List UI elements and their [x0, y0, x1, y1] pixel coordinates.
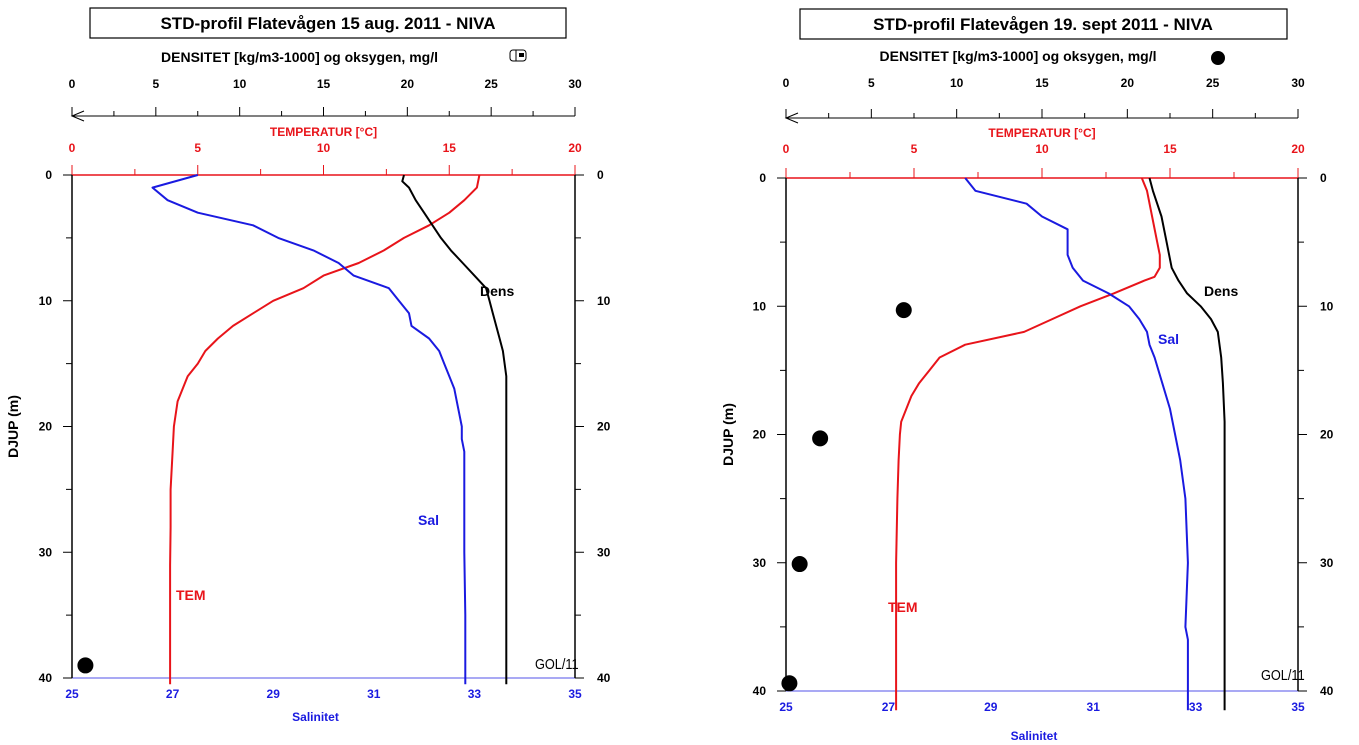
- depth-tick-label-right: 10: [597, 294, 611, 308]
- series-label-sal: Sal: [418, 512, 439, 528]
- density-tick-label: 20: [401, 77, 415, 91]
- density-tick-label: 10: [233, 77, 247, 91]
- mailbox-flag: [519, 53, 524, 57]
- temperature-tick-label: 0: [783, 142, 790, 156]
- temperature-tick-label: 10: [317, 141, 331, 155]
- density-tick-label: 20: [1121, 76, 1135, 90]
- depth-tick-label-left: 30: [753, 556, 767, 570]
- density-line: [1148, 177, 1226, 711]
- title-box: [89, 7, 567, 39]
- temperature-tick-label: 15: [1163, 142, 1177, 156]
- series-label-tem: TEM: [176, 587, 206, 603]
- credit-label: GOL/11: [1261, 666, 1305, 683]
- depth-tick-label-right: 10: [1320, 299, 1334, 313]
- salinity-tick-label: 31: [367, 687, 381, 701]
- density-tick-label: 0: [783, 76, 790, 90]
- depth-tick-label-left: 20: [753, 428, 767, 442]
- credit-label: GOL/11: [535, 655, 579, 672]
- temperature-tick-label: 0: [69, 141, 76, 155]
- oxygen-point: [895, 302, 912, 319]
- density-tick-label: 30: [568, 77, 582, 91]
- depth-tick-label-left: 40: [753, 684, 767, 698]
- density-tick-label: 10: [950, 76, 964, 90]
- depth-tick-label-left: 0: [759, 171, 766, 185]
- depth-tick-label-right: 20: [597, 420, 611, 434]
- salinity-axis-title: Salinitet: [292, 710, 339, 724]
- density-line: [401, 174, 508, 685]
- title-box: [799, 8, 1288, 40]
- chart-panel-2: STD-profil Flatevågen 19. sept 2011 - NI…: [720, 8, 1334, 743]
- salinity-tick-label: 27: [166, 687, 180, 701]
- density-tick-label: 15: [317, 77, 331, 91]
- salinity-tick-label: 29: [984, 700, 998, 714]
- depth-tick-label-right: 40: [1320, 684, 1334, 698]
- temperature-line: [169, 174, 481, 685]
- temperature-tick-label: 5: [911, 142, 918, 156]
- density-tick-label: 25: [484, 77, 498, 91]
- salinity-tick-label: 29: [267, 687, 281, 701]
- density-tick-label: 25: [1206, 76, 1220, 90]
- temperature-tick-label: 15: [443, 141, 457, 155]
- depth-axis-title: DJUP (m): [5, 395, 21, 458]
- oxygen-point: [781, 675, 798, 692]
- series-label-sal: Sal: [1158, 331, 1179, 347]
- temperature-tick-label: 10: [1035, 142, 1049, 156]
- series-label-dens: Dens: [480, 283, 514, 299]
- salinity-line: [964, 177, 1189, 711]
- salinity-tick-label: 25: [779, 700, 793, 714]
- series-label-dens: Dens: [1204, 283, 1238, 299]
- salinity-tick-label: 31: [1087, 700, 1101, 714]
- chart-title: STD-profil Flatevågen 19. sept 2011 - NI…: [873, 15, 1213, 34]
- temperature-line: [895, 177, 1161, 711]
- salinity-tick-label: 27: [882, 700, 896, 714]
- depth-tick-label-left: 20: [39, 420, 53, 434]
- density-tick-label: 30: [1291, 76, 1305, 90]
- depth-tick-label-right: 0: [597, 168, 604, 182]
- oxygen-point: [791, 556, 808, 573]
- oxygen-point: [812, 430, 829, 447]
- mailbox-icon: [509, 49, 527, 62]
- salinity-tick-label: 33: [1189, 700, 1203, 714]
- temperature-axis-title: TEMPERATUR [°C]: [988, 126, 1095, 140]
- salinity-line: [151, 174, 467, 685]
- salinity-axis-title: Salinitet: [1011, 729, 1058, 743]
- chart-title: STD-profil Flatevågen 15 aug. 2011 - NIV…: [160, 14, 495, 33]
- salinity-tick-label: 35: [568, 687, 582, 701]
- temperature-axis-title: TEMPERATUR [°C]: [270, 125, 377, 139]
- salinity-tick-label: 33: [468, 687, 482, 701]
- density-tick-label: 15: [1035, 76, 1049, 90]
- depth-tick-label-left: 10: [753, 299, 767, 313]
- depth-tick-label-right: 30: [1320, 556, 1334, 570]
- depth-tick-label-right: 20: [1320, 428, 1334, 442]
- oxygen-point: [77, 657, 94, 674]
- depth-tick-label-left: 40: [39, 671, 53, 685]
- depth-tick-label-left: 30: [39, 545, 53, 559]
- density-axis-title: DENSITET [kg/m3-1000] og oksygen, mg/l: [880, 48, 1157, 64]
- depth-tick-label-right: 30: [597, 545, 611, 559]
- depth-tick-label-right: 40: [597, 671, 611, 685]
- filled-circle-icon: [1211, 51, 1225, 65]
- density-tick-label: 0: [69, 77, 76, 91]
- depth-axis-title: DJUP (m): [720, 403, 736, 466]
- temperature-tick-label: 20: [568, 141, 582, 155]
- mailbox-body: [509, 49, 527, 62]
- temperature-tick-label: 5: [194, 141, 201, 155]
- density-tick-label: 5: [152, 77, 159, 91]
- density-axis-title: DENSITET [kg/m3-1000] og oksygen, mg/l: [161, 49, 438, 65]
- density-tick-label: 5: [868, 76, 875, 90]
- series-label-tem: TEM: [888, 599, 918, 615]
- depth-tick-label-left: 10: [39, 294, 53, 308]
- depth-tick-label-right: 0: [1320, 171, 1327, 185]
- chart-panel-1: STD-profil Flatevågen 15 aug. 2011 - NIV…: [5, 7, 611, 724]
- salinity-tick-label: 25: [65, 687, 79, 701]
- temperature-tick-label: 20: [1291, 142, 1305, 156]
- depth-tick-label-left: 0: [45, 168, 52, 182]
- salinity-tick-label: 35: [1291, 700, 1305, 714]
